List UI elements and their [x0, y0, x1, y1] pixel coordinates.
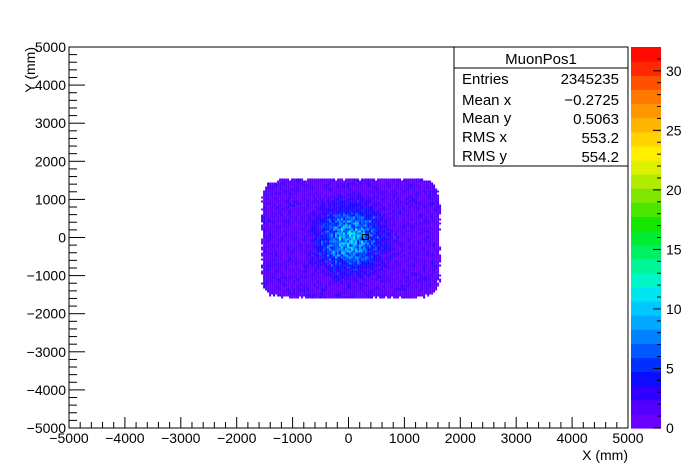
- color-scale-swatch: [631, 75, 661, 90]
- x-axis: −5000 −4000 −3000 −2000 −1000 0 1000 2000 3000 40…: [49, 417, 644, 446]
- heatmap-layer: [261, 178, 442, 299]
- stats-value-mean-x: −0.2725: [564, 92, 619, 109]
- x-tick-label: −2000: [217, 430, 257, 446]
- color-scale-swatch: [631, 244, 661, 260]
- color-scale-swatch: [631, 286, 661, 302]
- x-tick-label: 2000: [445, 430, 476, 446]
- color-scale-swatch: [631, 230, 661, 246]
- color-scale-label: 20: [666, 182, 682, 198]
- stats-label-rms-x: RMS x: [462, 129, 508, 146]
- x-tick-label: −3000: [161, 430, 201, 446]
- color-scale-swatch: [631, 357, 661, 373]
- color-scale-label: 30: [666, 63, 682, 79]
- center-marker: [361, 234, 369, 240]
- y-tick-label: 5000: [35, 39, 66, 55]
- color-scale-swatch: [631, 202, 661, 217]
- color-scale-swatch: [631, 385, 661, 401]
- stats-box: MuonPos1 Entries 2345235 Mean x −0.2725 …: [453, 46, 629, 167]
- x-axis-label: X (mm): [582, 447, 628, 463]
- stats-value-entries: 2345235: [561, 71, 619, 88]
- color-scale-axis: 0 5 10 15 20 25 30: [653, 58, 682, 436]
- color-scale-label: 5: [666, 360, 674, 376]
- stats-label-mean-x: Mean x: [462, 92, 512, 109]
- stats-box-frame: [453, 46, 629, 167]
- color-scale-bar: [631, 47, 661, 429]
- color-scale-swatch: [631, 272, 661, 288]
- color-scale-swatch: [631, 399, 661, 415]
- y-tick-label: −2000: [27, 306, 67, 322]
- color-scale-swatch: [631, 371, 661, 387]
- y-tick-label: 4000: [35, 77, 66, 93]
- color-scale-swatch: [631, 131, 661, 147]
- color-scale-swatch: [631, 145, 661, 161]
- y-axis-label: Y (mm): [22, 47, 38, 93]
- y-axis: −5000 −4000 −3000 −2000 −1000 0 1000 2000 3000 40…: [27, 39, 85, 436]
- stats-value-mean-y: 0.5063: [573, 111, 619, 128]
- color-scale-swatch: [631, 117, 661, 133]
- color-scale-swatch: [631, 159, 661, 175]
- x-tick-label: −1000: [273, 430, 313, 446]
- color-scale-label: 0: [666, 420, 674, 436]
- y-tick-label: −1000: [27, 268, 67, 284]
- stats-value-rms-x: 553.2: [581, 130, 619, 147]
- color-scale-swatch: [631, 258, 661, 274]
- stats-label-mean-y: Mean y: [462, 110, 512, 127]
- color-scale-swatch: [631, 174, 661, 189]
- x-tick-label: 4000: [557, 430, 588, 446]
- color-scale-swatch: [631, 47, 661, 62]
- y-tick-label: −3000: [27, 344, 67, 360]
- x-tick-label: 5000: [612, 430, 643, 446]
- color-scale-label: 10: [666, 301, 682, 317]
- color-scale-label: 15: [666, 241, 682, 257]
- color-scale-swatch: [631, 216, 661, 232]
- y-tick-label: −5000: [27, 420, 67, 436]
- x-tick-label: 3000: [501, 430, 532, 446]
- stats-label-entries: Entries: [462, 71, 509, 88]
- stats-label-rms-y: RMS y: [462, 148, 508, 165]
- color-scale-swatch: [631, 301, 661, 316]
- color-scale-swatch: [631, 315, 661, 330]
- color-scale-label: 25: [666, 122, 682, 138]
- color-scale-swatch: [631, 89, 661, 105]
- y-tick-label: 3000: [35, 115, 66, 131]
- color-scale-swatch: [631, 188, 661, 203]
- x-tick-label: −4000: [105, 430, 145, 446]
- y-tick-label: 1000: [35, 191, 66, 207]
- x-tick-label: −5000: [49, 430, 89, 446]
- y-tick-label: 0: [58, 230, 66, 246]
- color-scale-swatch: [631, 103, 661, 119]
- x-tick-label: 1000: [389, 430, 420, 446]
- y-tick-label: 2000: [35, 153, 66, 169]
- color-scale-swatch: [631, 413, 661, 429]
- stats-value-rms-y: 554.2: [581, 149, 619, 166]
- color-scale-swatch: [631, 61, 661, 76]
- stats-box-title: MuonPos1: [505, 51, 577, 68]
- color-scale-swatch: [631, 343, 661, 359]
- x-tick-label: 0: [345, 430, 353, 446]
- y-tick-label: −4000: [27, 382, 67, 398]
- color-scale-swatch: [631, 329, 661, 344]
